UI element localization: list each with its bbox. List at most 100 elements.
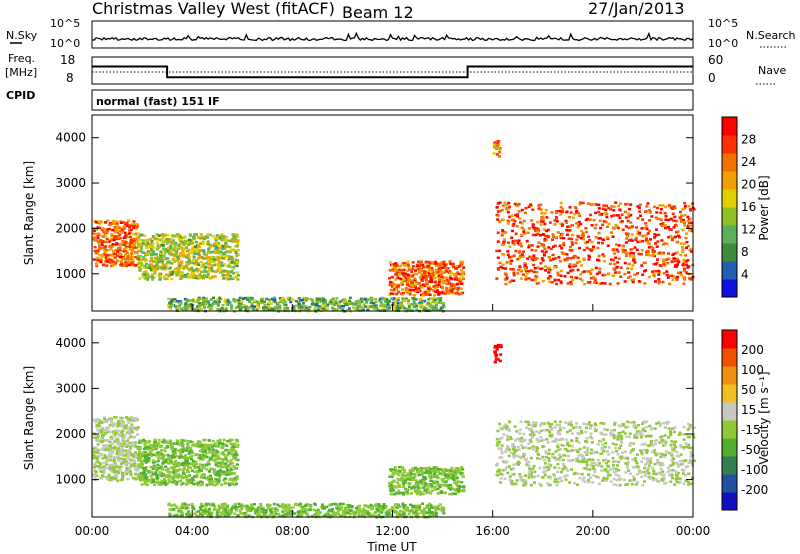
velocity-data-cell: [138, 452, 142, 455]
power-data-cell: [215, 298, 219, 302]
power-data-cell: [626, 219, 630, 223]
velocity-data-cell: [393, 503, 397, 506]
power-data-cell: [543, 239, 547, 242]
power-data-cell: [499, 265, 503, 269]
power-data-cell: [234, 250, 238, 254]
power-data-cell: [300, 308, 304, 311]
velocity-data-cell: [121, 434, 125, 437]
velocity-data-cell: [188, 446, 192, 449]
power-data-cell: [110, 233, 114, 236]
velocity-data-cell: [106, 448, 110, 452]
power-data-cell: [400, 283, 404, 286]
power-data-cell: [301, 298, 305, 302]
power-data-cell: [218, 266, 222, 270]
power-data-cell: [220, 237, 223, 240]
power-data-cell: [121, 229, 125, 233]
power-data-cell: [522, 228, 526, 231]
power-data-cell: [209, 243, 213, 246]
velocity-data-cell: [171, 445, 175, 448]
velocity-data-cell: [233, 477, 237, 480]
velocity-data-cell: [420, 511, 424, 514]
power-data-cell: [634, 238, 638, 241]
velocity-data-cell: [160, 448, 164, 452]
velocity-data-cell: [176, 455, 179, 458]
beam-label: Beam 12: [342, 3, 414, 22]
power-data-cell: [682, 261, 686, 265]
velocity-data-cell: [179, 505, 183, 509]
power-data-cell: [631, 280, 635, 284]
power-data-cell: [690, 229, 694, 233]
velocity-data-cell: [269, 510, 273, 514]
velocity-data-cell: [120, 462, 124, 465]
power-data-cell: [432, 262, 436, 265]
velocity-data-cell: [120, 416, 124, 420]
velocity-data-cell: [235, 440, 239, 443]
power-data-cell: [164, 237, 168, 241]
velocity-data-cell: [225, 472, 229, 476]
power-data-cell: [218, 263, 222, 266]
power-data-cell: [560, 210, 564, 214]
velocity-data-cell: [180, 448, 184, 452]
power-data-cell: [651, 270, 655, 273]
velocity-data-cell: [114, 456, 118, 459]
power-data-cell: [166, 261, 170, 264]
velocity-data-cell: [245, 504, 249, 508]
velocity-data-cell: [370, 514, 374, 517]
power-data-cell: [106, 228, 110, 231]
power-data-cell: [621, 248, 625, 251]
velocity-data-cell: [316, 508, 320, 512]
velocity-data-cell: [196, 470, 200, 474]
velocity-data-cell: [429, 513, 433, 516]
velocity-data-cell: [147, 444, 151, 447]
velocity-data-cell: [102, 465, 106, 468]
velocity-data-cell: [348, 504, 352, 507]
velocity-data-cell: [228, 472, 232, 476]
power-data-cell: [612, 205, 616, 208]
velocity-data-cell: [108, 444, 112, 447]
velocity-data-cell: [102, 416, 106, 419]
power-data-cell: [518, 265, 522, 268]
power-data-cell: [500, 208, 504, 212]
power-data-cell: [444, 263, 448, 266]
power-data-cell: [610, 215, 614, 218]
velocity-data-cell: [144, 473, 148, 476]
velocity-data-cell: [110, 442, 114, 446]
power-data-cell: [527, 245, 531, 249]
velocity-data-cell: [226, 453, 230, 457]
velocity-data-cell: [115, 429, 118, 432]
power-data-cell: [539, 219, 543, 222]
power-data-cell: [207, 266, 211, 269]
power-data-cell: [313, 308, 317, 311]
velocity-data-cell: [184, 449, 188, 452]
power-data-cell: [601, 238, 605, 241]
power-data-cell: [397, 291, 401, 294]
velocity-data-cell: [232, 447, 236, 451]
power-data-cell: [410, 303, 414, 306]
power-data-cell: [542, 228, 546, 231]
power-data-cell: [185, 261, 189, 264]
velocity-data-cell: [262, 512, 266, 515]
power-data-cell: [658, 204, 662, 207]
power-data-cell: [390, 281, 394, 284]
power-data-cell: [448, 275, 452, 278]
power-data-cell: [163, 233, 167, 237]
power-data-cell: [407, 279, 411, 282]
velocity-data-cell: [229, 482, 233, 485]
power-data-cell: [331, 309, 335, 312]
velocity-data-cell: [131, 436, 135, 439]
power-data-cell: [119, 242, 123, 246]
power-data-cell: [427, 268, 431, 272]
velocity-data-cell: [145, 454, 149, 457]
power-data-cell: [260, 299, 264, 303]
velocity-data-cell: [291, 506, 295, 509]
velocity-data-cell: [256, 514, 260, 518]
power-ytick-label: 4000: [55, 131, 86, 145]
power-data-cell: [304, 297, 308, 300]
power-data-cell: [226, 300, 230, 303]
power-data-cell: [220, 264, 224, 267]
power-data-cell: [530, 219, 534, 222]
velocity-data-cell: [103, 429, 107, 432]
velocity-data-cell: [289, 510, 293, 513]
power-data-cell: [227, 277, 231, 281]
power-data-cell: [192, 261, 196, 265]
